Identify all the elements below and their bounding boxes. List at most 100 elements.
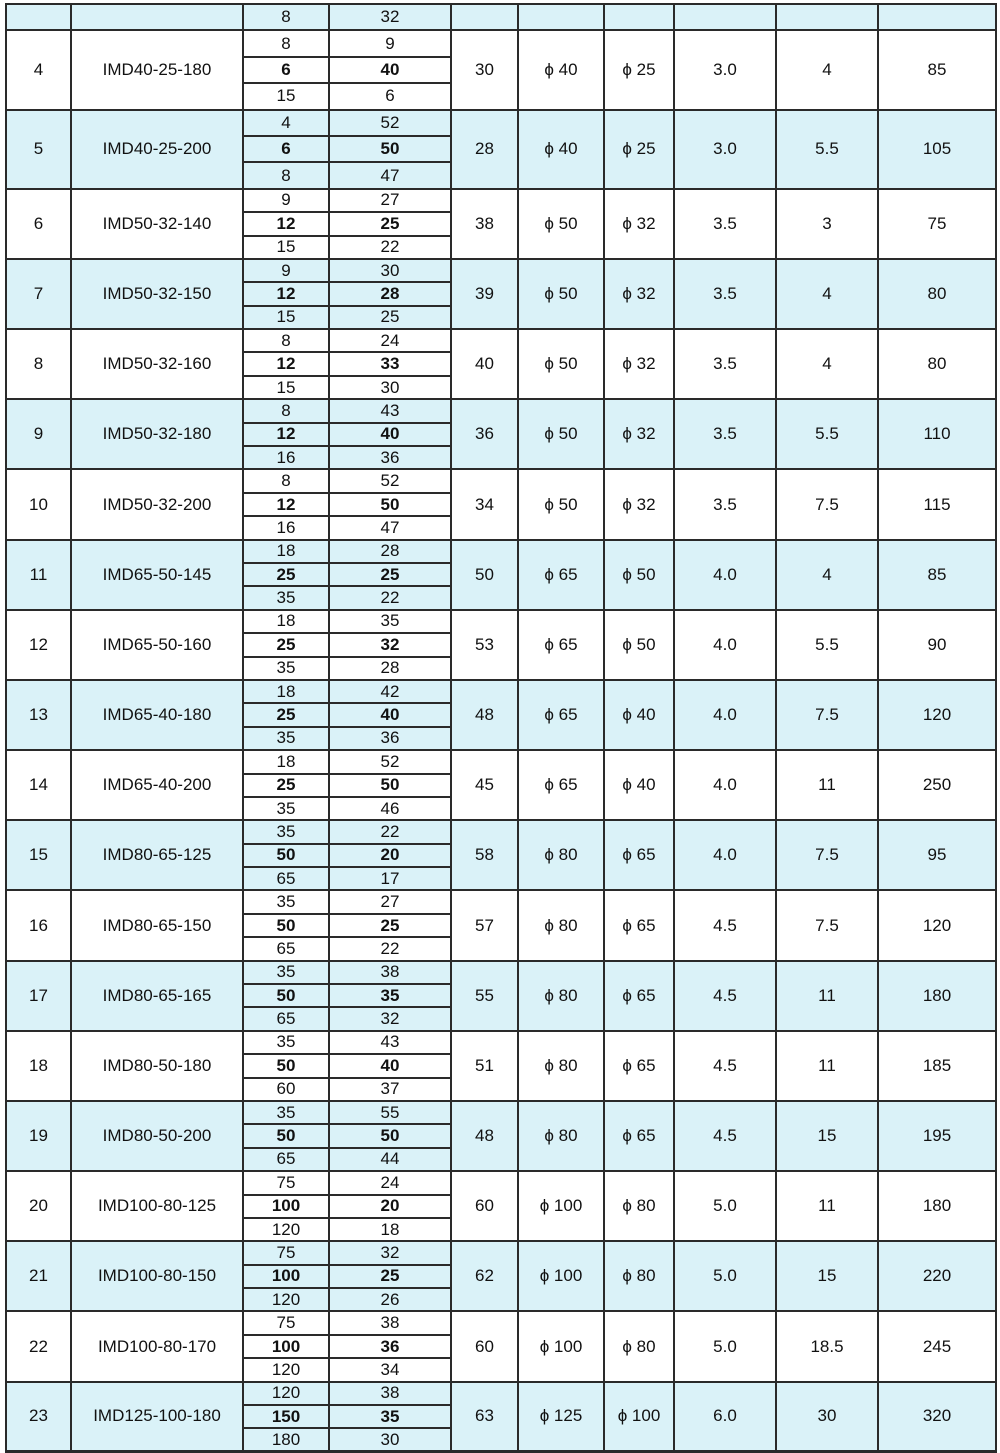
head-cell-rated: 50 xyxy=(328,491,452,518)
flow-cell: 65 xyxy=(242,1006,330,1032)
flow-cell-rated: 25 xyxy=(242,702,330,728)
row-no-cell: 14 xyxy=(5,749,72,822)
flow-cell: 60 xyxy=(242,1076,330,1102)
outlet-dia-cell: ϕ 32 xyxy=(603,187,675,260)
weight-cell: 180 xyxy=(877,1170,997,1243)
table-row: 4 IMD40-25-180 8 9 30 ϕ 40 ϕ 25 3.0 4 85 xyxy=(5,29,997,111)
table-row: 15 30 xyxy=(6,374,996,401)
power-cell: 7.5 xyxy=(775,468,879,541)
efficiency-cell: 34 xyxy=(450,468,519,541)
table-row: 35 28 xyxy=(6,655,996,681)
head-cell: 28 xyxy=(328,655,452,681)
row-no-cell: 20 xyxy=(5,1170,72,1243)
model-cell: IMD80-65-150 xyxy=(70,889,244,962)
inlet-dia-cell: ϕ 50 xyxy=(517,468,605,541)
head-cell-rated: 28 xyxy=(328,281,452,307)
table-row: 65 32 xyxy=(6,1006,996,1032)
head-cell: 24 xyxy=(328,1170,452,1196)
power-cell: 4 xyxy=(775,257,879,331)
table-row: 100 20 xyxy=(6,1193,996,1219)
outlet-dia-cell: ϕ 40 xyxy=(603,749,675,822)
table-row: 8 32 xyxy=(5,2,997,32)
flow-cell: 16 xyxy=(242,515,330,541)
flow-cell: 120 xyxy=(242,1216,330,1243)
flow-cell: 120 xyxy=(242,1287,330,1313)
head-cell: 28 xyxy=(328,538,452,565)
npsh-cell xyxy=(673,2,777,32)
flow-cell-rated: 25 xyxy=(242,561,330,588)
flow-cell: 18 xyxy=(242,678,330,705)
flow-cell-rated: 50 xyxy=(242,1123,330,1149)
table-row: 50 50 xyxy=(6,1123,996,1149)
flow-cell-rated: 6 xyxy=(242,55,330,85)
row-no-cell: 22 xyxy=(5,1310,72,1383)
flow-cell: 65 xyxy=(242,1146,330,1173)
head-cell: 32 xyxy=(328,1240,452,1266)
flow-cell-rated: 6 xyxy=(242,134,330,164)
weight-cell: 75 xyxy=(877,187,997,260)
flow-cell: 8 xyxy=(242,29,330,58)
head-cell: 34 xyxy=(328,1357,452,1383)
npsh-cell: 4.5 xyxy=(673,889,777,962)
model-cell xyxy=(70,2,244,32)
head-cell: 22 xyxy=(328,585,452,611)
power-cell: 5.5 xyxy=(775,398,879,471)
head-cell: 46 xyxy=(328,795,452,822)
table-row: 50 40 xyxy=(6,1053,996,1079)
npsh-cell: 4.0 xyxy=(673,819,777,892)
efficiency-cell: 36 xyxy=(450,398,519,471)
table-row: 8 47 xyxy=(6,161,996,190)
table-row: 21 IMD100-80-150 75 32 62 ϕ 100 ϕ 80 5.0 15 220 xyxy=(5,1240,997,1313)
efficiency-cell xyxy=(450,2,519,32)
weight-cell: 85 xyxy=(877,538,997,611)
inlet-dia-cell: ϕ 65 xyxy=(517,538,605,611)
flow-cell-rated: 100 xyxy=(242,1333,330,1360)
table-row: 11 IMD65-50-145 18 28 50 ϕ 65 ϕ 50 4.0 4 85 xyxy=(5,538,997,611)
model-cell: IMD50-32-200 xyxy=(70,468,244,541)
table-row: 20 IMD100-80-125 75 24 60 ϕ 100 ϕ 80 5.0 11 180 xyxy=(5,1170,997,1243)
head-cell: 47 xyxy=(328,515,452,541)
table-row: 22 IMD100-80-170 75 38 60 ϕ 100 ϕ 80 5.0 18.5 245 xyxy=(5,1310,997,1383)
npsh-cell: 3.0 xyxy=(673,29,777,111)
table-row: 12 50 xyxy=(6,491,996,518)
npsh-cell: 6.0 xyxy=(673,1380,777,1453)
inlet-dia-cell: ϕ 40 xyxy=(517,29,605,111)
table-row: 12 IMD65-50-160 18 35 53 ϕ 65 ϕ 50 4.0 5.5 90 xyxy=(5,608,997,681)
model-cell: IMD80-50-180 xyxy=(70,1029,244,1102)
head-cell: 38 xyxy=(328,1310,452,1336)
row-no-cell: 6 xyxy=(5,187,72,260)
head-cell: 25 xyxy=(328,304,452,331)
flow-cell: 9 xyxy=(242,257,330,284)
table-row: 25 25 xyxy=(6,561,996,588)
efficiency-cell: 28 xyxy=(450,108,519,190)
efficiency-cell: 39 xyxy=(450,257,519,331)
row-no-cell: 11 xyxy=(5,538,72,611)
table-row: 50 20 xyxy=(6,842,996,869)
flow-cell: 15 xyxy=(242,374,330,401)
power-cell: 11 xyxy=(775,959,879,1032)
inlet-dia-cell: ϕ 50 xyxy=(517,257,605,331)
flow-cell: 35 xyxy=(242,1099,330,1126)
head-cell: 38 xyxy=(328,959,452,986)
weight-cell: 120 xyxy=(877,889,997,962)
flow-cell-rated: 50 xyxy=(242,1053,330,1079)
head-cell: 6 xyxy=(328,82,452,111)
head-cell-rated: 32 xyxy=(328,632,452,658)
power-cell: 7.5 xyxy=(775,819,879,892)
flow-cell: 65 xyxy=(242,866,330,892)
head-cell: 24 xyxy=(328,328,452,354)
flow-cell: 8 xyxy=(242,161,330,190)
weight-cell: 85 xyxy=(877,29,997,111)
weight-cell: 80 xyxy=(877,328,997,401)
row-no-cell: 13 xyxy=(5,678,72,752)
power-cell: 11 xyxy=(775,749,879,822)
head-cell: 37 xyxy=(328,1076,452,1102)
table-row: 35 46 xyxy=(6,795,996,822)
power-cell xyxy=(775,2,879,32)
outlet-dia-cell: ϕ 65 xyxy=(603,1099,675,1173)
table-row: 7 IMD50-32-150 9 30 39 ϕ 50 ϕ 32 3.5 4 80 xyxy=(5,257,997,331)
head-cell-rated: 25 xyxy=(328,1263,452,1290)
head-cell: 32 xyxy=(328,2,452,32)
outlet-dia-cell: ϕ 25 xyxy=(603,108,675,190)
model-cell: IMD80-65-125 xyxy=(70,819,244,892)
